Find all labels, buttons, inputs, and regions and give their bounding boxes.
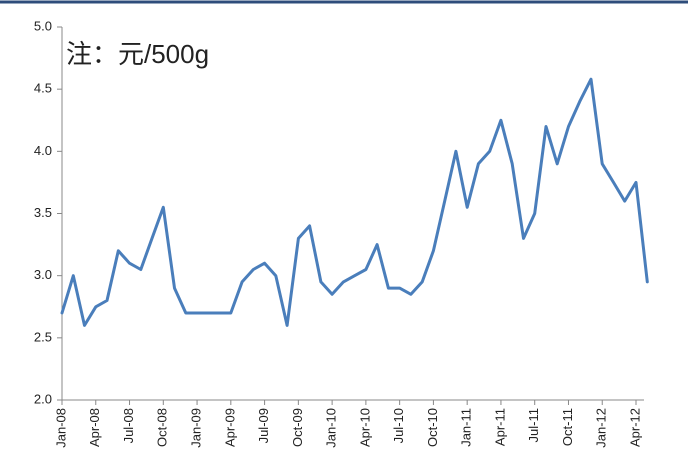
y-tick-label: 3.0 bbox=[34, 267, 52, 282]
x-tick-label: Oct-10 bbox=[425, 408, 440, 447]
x-tick-label: Apr-11 bbox=[492, 408, 507, 446]
x-tick-label: Jan-10 bbox=[324, 408, 339, 448]
annotation: 注：元/500g bbox=[66, 39, 209, 69]
x-tick-label: Oct-11 bbox=[560, 408, 575, 446]
x-tick-label: Jan-09 bbox=[188, 408, 203, 448]
x-tick-label: Jul-10 bbox=[391, 408, 406, 443]
y-tick-label: 4.0 bbox=[34, 143, 52, 158]
x-tick-label: Apr-12 bbox=[627, 408, 642, 447]
x-tick-label: Oct-08 bbox=[155, 408, 170, 447]
y-tick-label: 3.5 bbox=[34, 205, 52, 220]
x-tick-label: Jan-11 bbox=[459, 408, 474, 447]
y-tick-label: 4.5 bbox=[34, 81, 52, 96]
y-tick-label: 5.0 bbox=[34, 18, 52, 33]
x-tick-label: Jan-12 bbox=[594, 408, 609, 448]
x-tick-label: Apr-10 bbox=[357, 408, 372, 447]
x-tick-label: Jul-08 bbox=[121, 408, 136, 443]
y-tick-label: 2.0 bbox=[34, 391, 52, 406]
x-tick-label: Oct-09 bbox=[290, 408, 305, 447]
x-tick-label: Apr-08 bbox=[87, 408, 102, 447]
y-tick-label: 2.5 bbox=[34, 329, 52, 344]
price-line bbox=[60, 77, 649, 327]
x-tick-label: Jan-08 bbox=[53, 408, 68, 448]
x-tick-label: Jul-11 bbox=[526, 408, 541, 442]
x-tick-label: Apr-09 bbox=[222, 408, 237, 447]
x-tick-label: Jul-09 bbox=[256, 408, 271, 443]
